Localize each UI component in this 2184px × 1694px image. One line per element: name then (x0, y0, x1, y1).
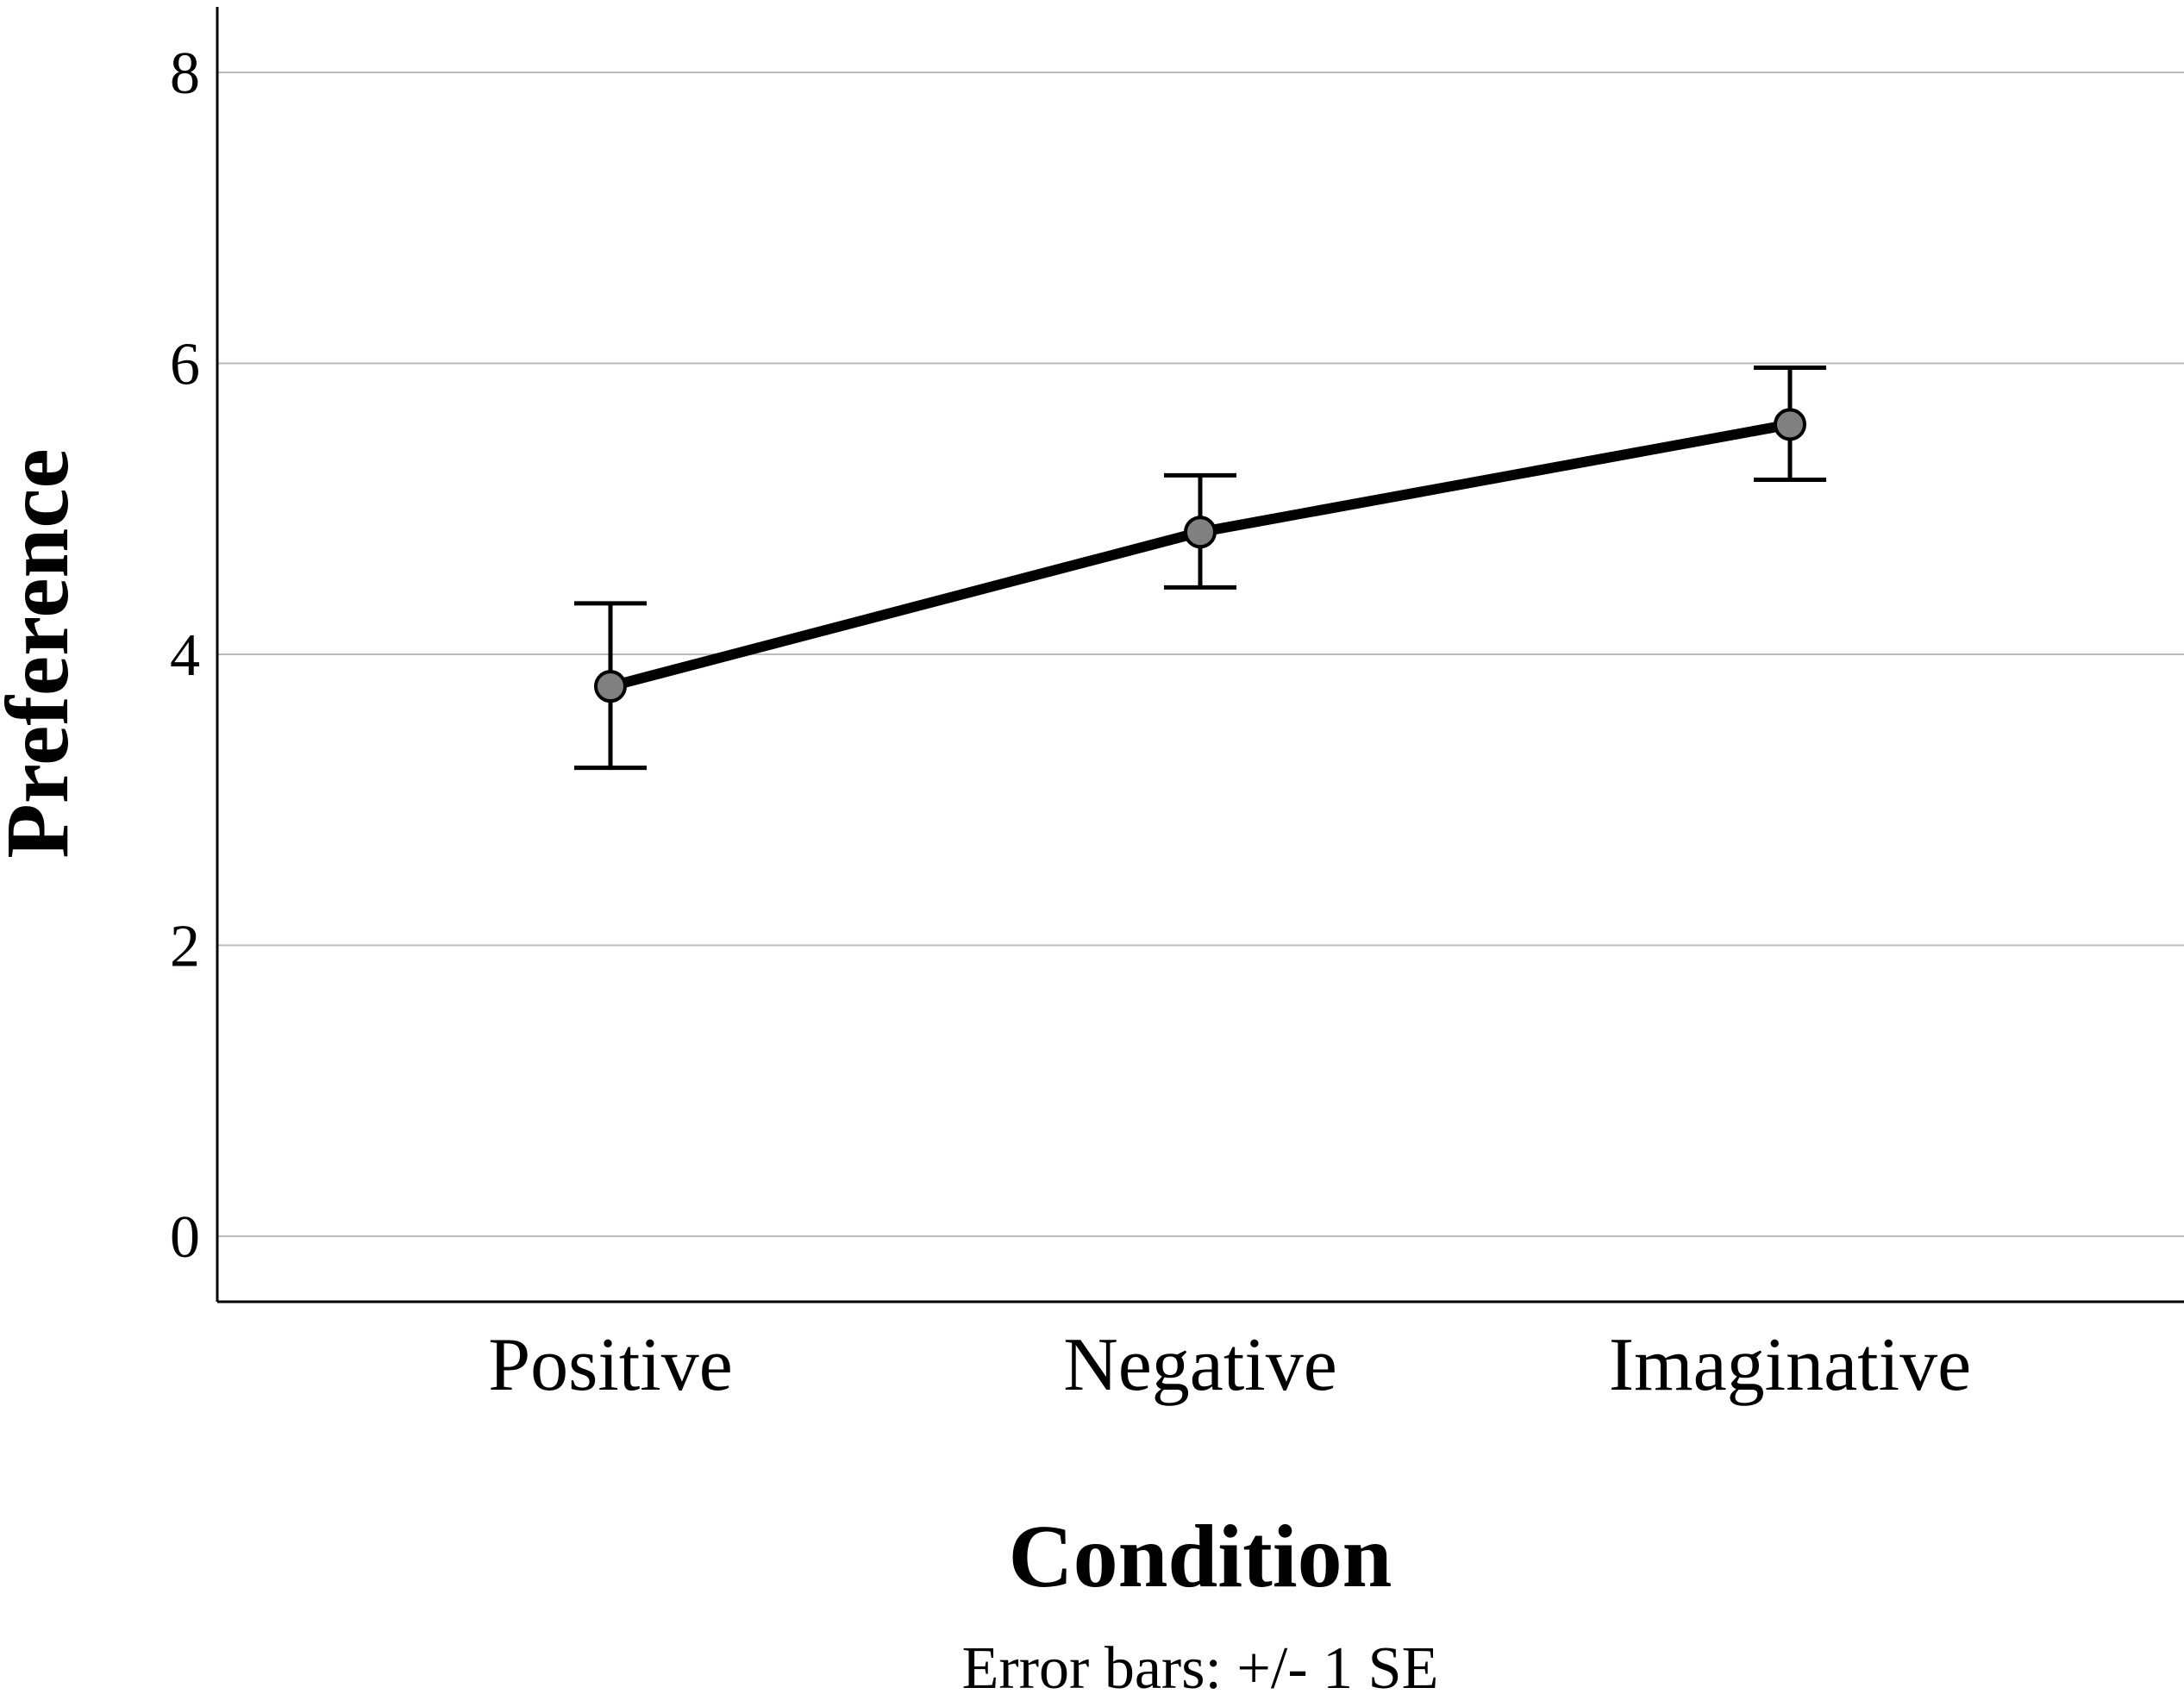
y-tick-label-2: 2 (170, 914, 200, 980)
error-bar-note: Error bars: +/- 1 SE (962, 1635, 1439, 1694)
data-point-positive (594, 670, 627, 703)
x-tick-labels: Positive Negative Imaginative (488, 1323, 1971, 1407)
y-tick-labels: 0 2 4 6 8 (170, 41, 200, 1271)
y-tick-label-0: 0 (170, 1204, 200, 1271)
axes (216, 7, 2184, 1303)
y-tick-label-8: 8 (170, 41, 200, 107)
y-axis-title: Preference (0, 448, 87, 858)
error-bars (574, 366, 1826, 771)
grid-lines (217, 71, 2184, 1238)
x-axis-title: Condition (1008, 1507, 1392, 1606)
data-point-imaginative (1774, 408, 1806, 441)
y-tick-label-4: 4 (170, 622, 200, 689)
x-tick-label-imaginative: Imaginative (1609, 1323, 1971, 1407)
x-tick-label-negative: Negative (1063, 1323, 1337, 1407)
data-point-negative (1184, 516, 1217, 549)
y-tick-label-6: 6 (170, 331, 200, 397)
x-tick-label-positive: Positive (488, 1323, 733, 1407)
data-points (594, 408, 1806, 703)
